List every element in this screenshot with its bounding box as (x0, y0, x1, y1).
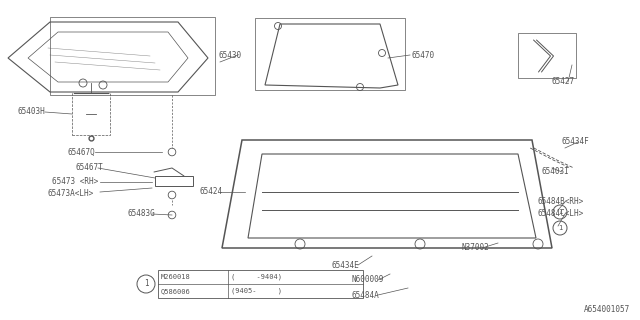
Text: 65467T: 65467T (75, 164, 103, 172)
Text: 65430: 65430 (218, 51, 241, 60)
Text: 65484A: 65484A (352, 291, 380, 300)
Text: 65470: 65470 (412, 51, 435, 60)
Text: M260018: M260018 (161, 274, 191, 280)
Text: 65424: 65424 (200, 188, 223, 196)
Text: 65484B<RH>: 65484B<RH> (538, 197, 584, 206)
Text: 65473 <RH>: 65473 <RH> (52, 178, 99, 187)
Text: N37002: N37002 (462, 244, 490, 252)
Text: 1: 1 (144, 279, 148, 289)
Text: 1: 1 (557, 209, 563, 215)
Text: (     -9404): ( -9404) (231, 274, 282, 280)
Text: 65403I: 65403I (542, 167, 570, 177)
Text: 65484C<LH>: 65484C<LH> (538, 210, 584, 219)
Text: 65467Q: 65467Q (68, 148, 96, 156)
Circle shape (553, 205, 567, 219)
Text: 65434F: 65434F (562, 138, 589, 147)
Text: Q586006: Q586006 (161, 288, 191, 294)
Text: (9405-     ): (9405- ) (231, 288, 282, 294)
Circle shape (137, 275, 155, 293)
Text: 65427: 65427 (552, 77, 575, 86)
Text: 1: 1 (557, 225, 563, 231)
Text: 65403H: 65403H (18, 108, 45, 116)
Text: 65483G: 65483G (128, 210, 156, 219)
Text: A654001057: A654001057 (584, 305, 630, 314)
Text: N600009: N600009 (352, 276, 385, 284)
Text: 65434E: 65434E (332, 260, 360, 269)
Text: 65473A<LH>: 65473A<LH> (48, 189, 94, 198)
Circle shape (553, 221, 567, 235)
